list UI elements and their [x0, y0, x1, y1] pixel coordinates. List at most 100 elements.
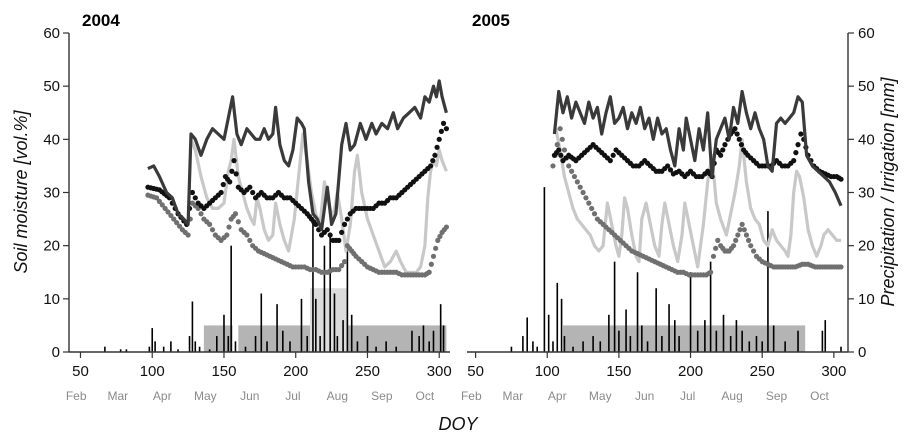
series-point-black-dots [734, 131, 740, 137]
series-point-black-dots [227, 179, 233, 185]
series-point-black-dots [428, 163, 434, 169]
x-tick-label: 200 [283, 363, 308, 380]
series-point-gray-dots [566, 163, 572, 169]
month-label: Feb [66, 389, 87, 403]
series-point-black-dots [344, 216, 350, 222]
series-point-gray-dots [710, 253, 717, 259]
series-point-black-dots [189, 189, 196, 196]
series-point-black-dots [440, 120, 447, 126]
series-point-gray-dots [232, 211, 239, 217]
series-point-black-dots [434, 144, 440, 150]
series-point-black-dots [233, 171, 239, 177]
series-point-gray-dots [428, 261, 434, 267]
x-tick-label: 50 [467, 363, 484, 380]
series-point-black-dots [229, 168, 235, 174]
series-point-black-dots [430, 158, 436, 164]
series-line-dark-solid [552, 89, 843, 207]
series-point-gray-dots [435, 237, 441, 243]
series-point-black-dots [795, 142, 801, 148]
x-tick-label: 50 [72, 363, 89, 380]
month-label: Jul [680, 389, 695, 403]
series-point-gray-dots [748, 243, 754, 249]
month-label: Aug [721, 389, 742, 403]
series-point-gray-dots [171, 216, 177, 222]
series-point-black-dots [838, 176, 844, 182]
series-point-black-dots [438, 128, 444, 134]
y-tick-label-left: 40 [43, 131, 60, 148]
series-point-gray-dots [741, 227, 747, 233]
y-tick-label-right: 20 [858, 238, 875, 255]
panel-title: 2004 [82, 11, 120, 30]
series-point-gray-dots [159, 202, 165, 208]
y-tick-label-right: 50 [858, 78, 875, 95]
month-label: Jun [635, 389, 654, 403]
series-point-black-dots [341, 221, 348, 227]
series-point-gray-dots [737, 227, 743, 233]
y-tick-label-right: 40 [858, 131, 875, 148]
series-point-black-dots [610, 152, 616, 158]
series-point-black-dots [443, 126, 450, 132]
series-point-gray-dots [745, 237, 752, 243]
series-point-gray-dots [743, 232, 750, 238]
series-point-gray-dots [247, 237, 253, 243]
month-label: Oct [416, 389, 435, 403]
series-point-black-dots [339, 229, 345, 235]
month-label: Jun [240, 389, 259, 403]
series-point-gray-dots [153, 195, 160, 201]
series-point-gray-dots [739, 221, 745, 227]
series-line-dark-solid [147, 79, 448, 232]
series-point-gray-dots [174, 220, 180, 226]
panel-title: 2005 [472, 11, 510, 30]
series-point-gray-dots [443, 224, 450, 230]
y-tick-label-right: 60 [858, 25, 875, 42]
series-point-gray-dots [569, 168, 575, 174]
x-tick-label: 150 [211, 363, 236, 380]
series-point-gray-dots [713, 245, 719, 251]
series-point-gray-dots [165, 209, 171, 215]
series-line-light-solid [554, 128, 841, 269]
x-tick-label: 300 [427, 363, 452, 380]
y-tick-label-right: 30 [858, 185, 875, 202]
month-label: Aug [327, 389, 348, 403]
month-label: Sep [371, 389, 393, 403]
series-point-black-dots [667, 167, 674, 173]
series-point-black-dots [218, 189, 224, 196]
series-point-gray-dots [156, 198, 163, 204]
month-label: Sep [766, 389, 788, 403]
series-point-gray-dots [226, 224, 232, 230]
series-point-gray-dots [561, 147, 568, 153]
series-point-black-dots [732, 126, 738, 132]
series-point-gray-dots [751, 248, 757, 254]
series-point-gray-dots [574, 179, 580, 185]
series-point-black-dots [738, 142, 745, 148]
series-point-black-dots [791, 158, 797, 164]
month-label: Jul [285, 389, 300, 403]
series-point-black-dots [556, 147, 562, 153]
y-tick-label-left: 50 [43, 78, 60, 95]
series-point-black-dots [327, 232, 333, 238]
x-tick-label: 250 [355, 363, 380, 380]
series-point-black-dots [718, 152, 724, 158]
x-tick-label: 200 [678, 363, 703, 380]
series-point-gray-dots [577, 184, 583, 190]
y-tick-label-left: 10 [43, 291, 60, 308]
series-point-gray-dots [224, 232, 230, 238]
panel-2004 [69, 79, 450, 358]
month-label: May [589, 389, 612, 403]
series-point-black-dots [231, 158, 237, 164]
series-point-black-dots [736, 136, 742, 142]
series-point-black-dots [336, 237, 342, 243]
month-label: Mar [503, 389, 524, 403]
series-point-black-dots [436, 136, 442, 142]
series-point-gray-dots [339, 263, 345, 269]
series-point-black-dots [722, 142, 728, 148]
irrigation-block [238, 325, 311, 352]
y-axis-label-right: Precipitation / Irrigation [mm] [878, 76, 898, 306]
series-point-gray-dots [715, 237, 721, 243]
y-axis-label-left: Soil moisture [vol.%] [11, 109, 31, 273]
series-point-gray-dots [176, 223, 183, 229]
series-point-black-dots [250, 189, 256, 196]
x-axis-label: DOY [438, 414, 479, 434]
series-point-gray-dots [733, 237, 739, 243]
series-point-gray-dots [580, 189, 586, 196]
